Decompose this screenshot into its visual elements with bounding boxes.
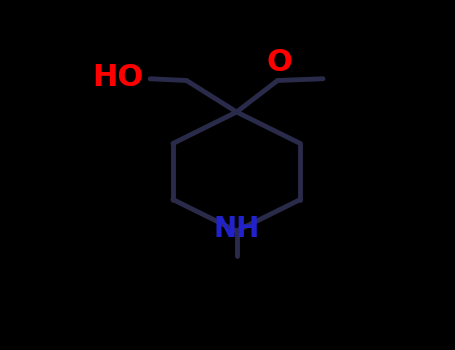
Text: O: O	[267, 48, 293, 77]
Text: HO: HO	[92, 63, 143, 91]
Text: NH: NH	[213, 215, 260, 243]
